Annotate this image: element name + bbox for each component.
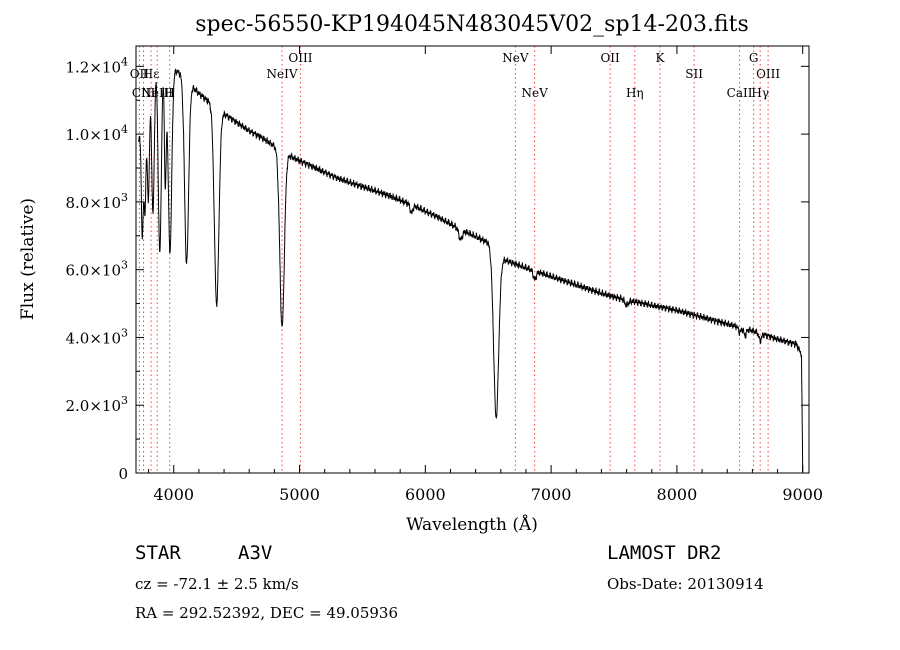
- reference-line-label: G: [749, 51, 759, 65]
- reference-line-label: CaII: [727, 86, 753, 100]
- y-tick-label: 6.0×103: [65, 259, 128, 280]
- y-tick-label: 1.2×104: [65, 55, 128, 76]
- survey-name: LAMOST DR2: [607, 542, 722, 564]
- reference-line-label: OII: [130, 67, 150, 81]
- y-tick-label: 8.0×103: [65, 191, 128, 212]
- x-axis-label: Wavelength (Å): [406, 514, 538, 535]
- reference-line-label: NeV: [522, 86, 549, 100]
- redshift: cz = -72.1 ± 2.5 km/s: [135, 575, 299, 593]
- y-tick-label: 4.0×103: [65, 326, 128, 347]
- reference-line-label: K: [655, 51, 665, 65]
- reference-line-label: NeIII: [141, 86, 173, 100]
- x-tick-label: 8000: [657, 485, 698, 504]
- y-axis-label: Flux (relative): [18, 198, 38, 320]
- y-tick-label: 0: [118, 465, 128, 483]
- reference-line-label: NeV: [502, 51, 529, 65]
- reference-line-label: Hη: [626, 86, 644, 100]
- object-type: STAR: [135, 542, 181, 564]
- y-tick-label: 2.0×103: [65, 394, 128, 415]
- reference-line-label: CIII: [132, 86, 156, 100]
- y-tick-label: 1.0×104: [65, 123, 128, 144]
- reference-line-label: Hε: [143, 67, 160, 81]
- x-axis: 4000 5000 6000 7000 8000 9000: [148, 46, 823, 504]
- y-axis: 0 2.0×103 4.0×103 6.0×103 8.0×103 1.0×104 1.2×…: [65, 55, 809, 483]
- x-tick-label: 4000: [153, 485, 194, 504]
- reference-line-label: NeIV: [267, 67, 298, 81]
- reference-line-label: H: [164, 86, 174, 100]
- x-tick-label: 7000: [531, 485, 572, 504]
- x-tick-label: 9000: [782, 485, 823, 504]
- reference-line-label: SII: [685, 67, 703, 81]
- x-tick-label: 6000: [405, 485, 446, 504]
- reference-line-label: OIII: [288, 51, 312, 65]
- spectrum-line: [138, 68, 804, 473]
- subclass: A3V: [238, 542, 273, 564]
- obs-date: Obs-Date: 20130914: [607, 575, 764, 593]
- reference-line-label: Hγ: [751, 86, 769, 100]
- reference-line-label: OIII: [756, 67, 780, 81]
- reference-line-label: OII: [600, 51, 620, 65]
- plot-frame: [135, 45, 810, 474]
- chart-title: spec-56550-KP194045N483045V02_sp14-203.f…: [195, 12, 749, 37]
- x-tick-label: 5000: [279, 485, 320, 504]
- reference-lines: [138, 46, 769, 473]
- coordinates: RA = 292.52392, DEC = 49.05936: [135, 604, 399, 622]
